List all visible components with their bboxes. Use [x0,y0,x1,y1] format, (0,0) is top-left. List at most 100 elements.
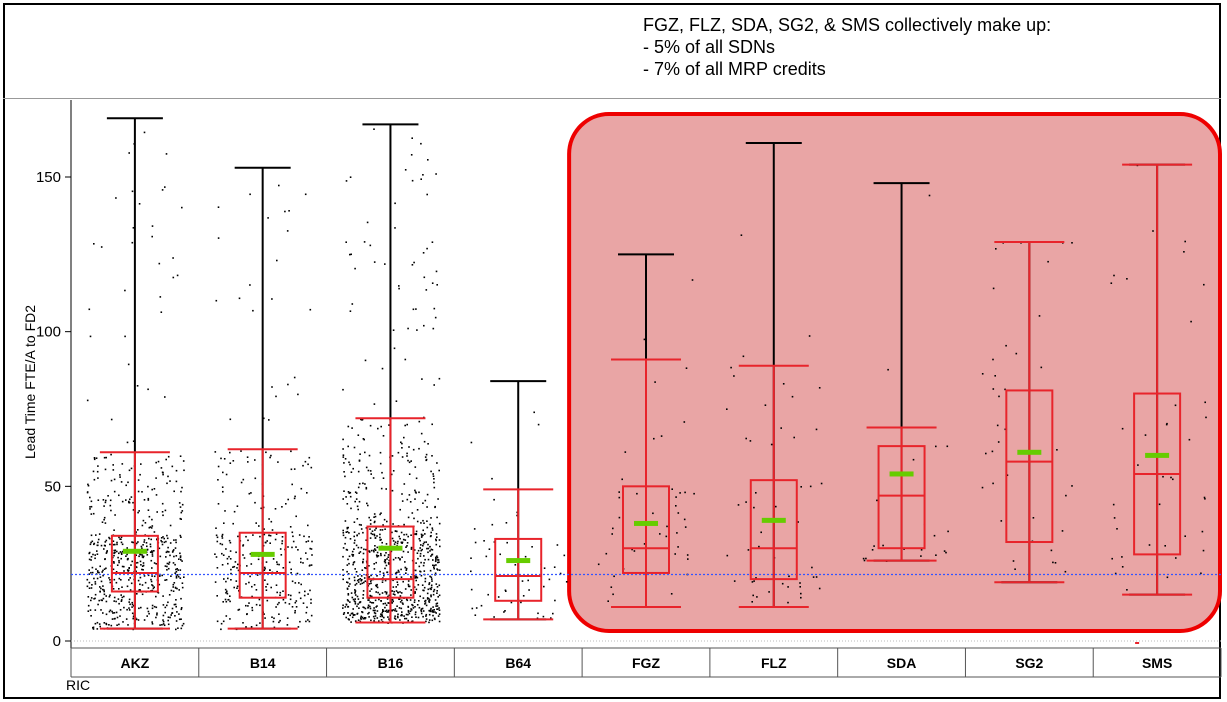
data-point [414,606,416,608]
data-point [263,566,266,569]
data-point [217,465,220,468]
data-point [97,465,99,467]
data-point [400,592,403,594]
data-point [148,612,150,615]
data-point [129,589,132,591]
data-point [342,529,344,532]
data-point [369,601,371,603]
data-point [670,593,673,595]
data-point [180,518,182,520]
data-point [432,593,435,596]
data-point [88,551,91,554]
data-point [413,575,416,577]
data-point [380,614,383,616]
data-point [311,540,313,543]
data-point [420,612,423,615]
data-point [413,599,416,601]
data-point [132,440,135,442]
data-point [349,310,352,312]
data-point [102,574,104,577]
data-point [358,482,361,485]
data-point [398,598,401,600]
data-point [128,501,131,504]
data-point [128,469,131,472]
data-point [110,509,112,512]
data-point [376,586,379,589]
data-point [249,553,252,555]
data-point [433,564,436,567]
data-point [141,568,143,571]
data-point [413,601,416,603]
data-point [229,618,231,620]
data-point [401,602,404,604]
data-point [373,612,376,614]
data-point [108,536,110,539]
data-point [1052,561,1054,564]
data-point [426,598,429,600]
data-point [349,614,351,617]
data-point [475,607,478,609]
data-point [92,627,94,629]
data-point [113,552,116,554]
data-point [405,572,407,574]
data-point [112,568,115,571]
data-point [229,550,232,552]
data-point [353,600,356,602]
data-point [362,617,365,620]
data-point [280,554,283,556]
data-point [436,605,439,607]
data-point [380,552,382,555]
data-point [1152,230,1154,232]
data-point [997,441,1000,443]
data-point [108,537,111,540]
data-point [249,284,251,286]
data-point [281,536,284,538]
data-point [259,535,261,538]
data-point [559,572,562,575]
data-point [347,558,349,561]
data-point [355,571,358,573]
data-point [310,564,313,566]
data-point [263,533,266,536]
data-point [386,598,389,600]
data-point [90,505,93,508]
data-point [96,577,99,580]
data-point [943,550,946,552]
data-point [102,588,104,591]
data-point [89,506,91,508]
data-point [175,555,178,557]
data-point [363,617,366,619]
data-point [217,237,220,239]
data-point [269,534,272,537]
data-point [101,521,104,523]
data-point [396,530,398,533]
data-point [368,516,370,519]
data-point [155,494,158,496]
data-point [397,451,400,454]
data-point [179,534,182,537]
data-point [399,619,401,621]
data-point [423,570,426,572]
data-point [398,535,400,538]
data-point [425,459,427,462]
data-point [355,544,358,547]
data-point [394,202,396,205]
data-point [369,523,372,525]
data-point [418,600,420,602]
data-point [250,626,253,628]
data-point [367,607,369,609]
data-point [410,548,413,550]
data-point [416,329,418,331]
data-point [282,598,285,601]
data-point [232,566,234,568]
data-point [349,176,352,178]
data-point [1184,240,1186,243]
data-point [97,477,99,479]
data-point [756,596,758,598]
data-point [104,522,107,524]
data-point [392,586,395,588]
data-point [287,546,289,548]
data-point [225,580,227,583]
data-point [356,612,359,615]
data-point [387,562,390,564]
